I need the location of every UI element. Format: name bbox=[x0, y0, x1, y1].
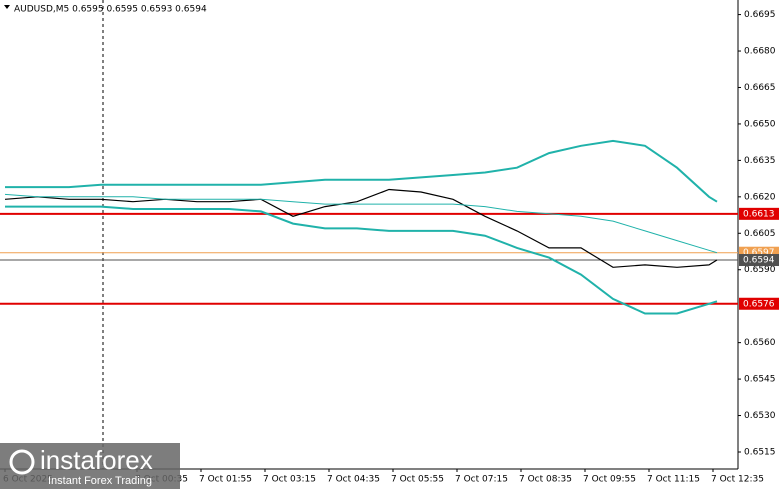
x-tick-label: 7 Oct 04:35 bbox=[327, 475, 380, 485]
level-box bbox=[739, 297, 779, 310]
y-tick-label: 0.6635 bbox=[744, 156, 776, 166]
watermark: instaforex bbox=[40, 445, 153, 475]
watermark-tagline: Instant Forex Trading bbox=[48, 475, 152, 487]
level-label: 0.6597 bbox=[743, 248, 775, 258]
watermark-bg bbox=[0, 443, 180, 489]
level-box bbox=[739, 254, 779, 267]
y-tick-label: 0.6665 bbox=[744, 83, 776, 93]
level-label: 0.6594 bbox=[743, 256, 775, 266]
y-tick-label: 0.6695 bbox=[744, 10, 776, 20]
menu-arrow bbox=[4, 5, 10, 9]
x-tick-label: 7 Oct 09:55 bbox=[583, 475, 636, 485]
band-line bbox=[5, 139, 718, 203]
price-line bbox=[4, 188, 718, 268]
band-line bbox=[4, 193, 718, 254]
x-tick-label: 7 Oct 07:15 bbox=[455, 475, 508, 485]
y-tick-label: 0.6650 bbox=[744, 119, 776, 129]
y-tick-label: 0.6515 bbox=[744, 447, 776, 457]
y-tick-label: 0.6530 bbox=[744, 411, 776, 421]
x-tick-label: 7 Oct 08:35 bbox=[519, 475, 572, 485]
level-label: 0.6613 bbox=[743, 209, 775, 219]
y-tick-label: 0.6680 bbox=[744, 47, 776, 57]
x-tick-label: 7 Oct 01:55 bbox=[199, 475, 252, 485]
x-tick-label: 7 Oct 12:35 bbox=[711, 475, 764, 485]
y-tick-label: 0.6590 bbox=[744, 265, 776, 275]
y-tick-label: 0.6605 bbox=[744, 229, 776, 239]
y-tick-label: 0.6560 bbox=[744, 338, 776, 348]
band-line bbox=[5, 205, 718, 315]
x-tick-label: 7 Oct 11:15 bbox=[647, 475, 700, 485]
watermark-logo bbox=[9, 449, 35, 475]
y-tick-label: 0.6620 bbox=[744, 192, 776, 202]
x-tick-label: 7 Oct 03:15 bbox=[263, 475, 316, 485]
y-tick-label: 0.6545 bbox=[744, 375, 776, 385]
chart-title: AUDUSD,M5 0.6595 0.6595 0.6593 0.6594 bbox=[14, 5, 207, 15]
level-box bbox=[739, 207, 779, 220]
level-label: 0.6576 bbox=[743, 299, 775, 309]
x-tick-label: 7 Oct 05:55 bbox=[391, 475, 444, 485]
